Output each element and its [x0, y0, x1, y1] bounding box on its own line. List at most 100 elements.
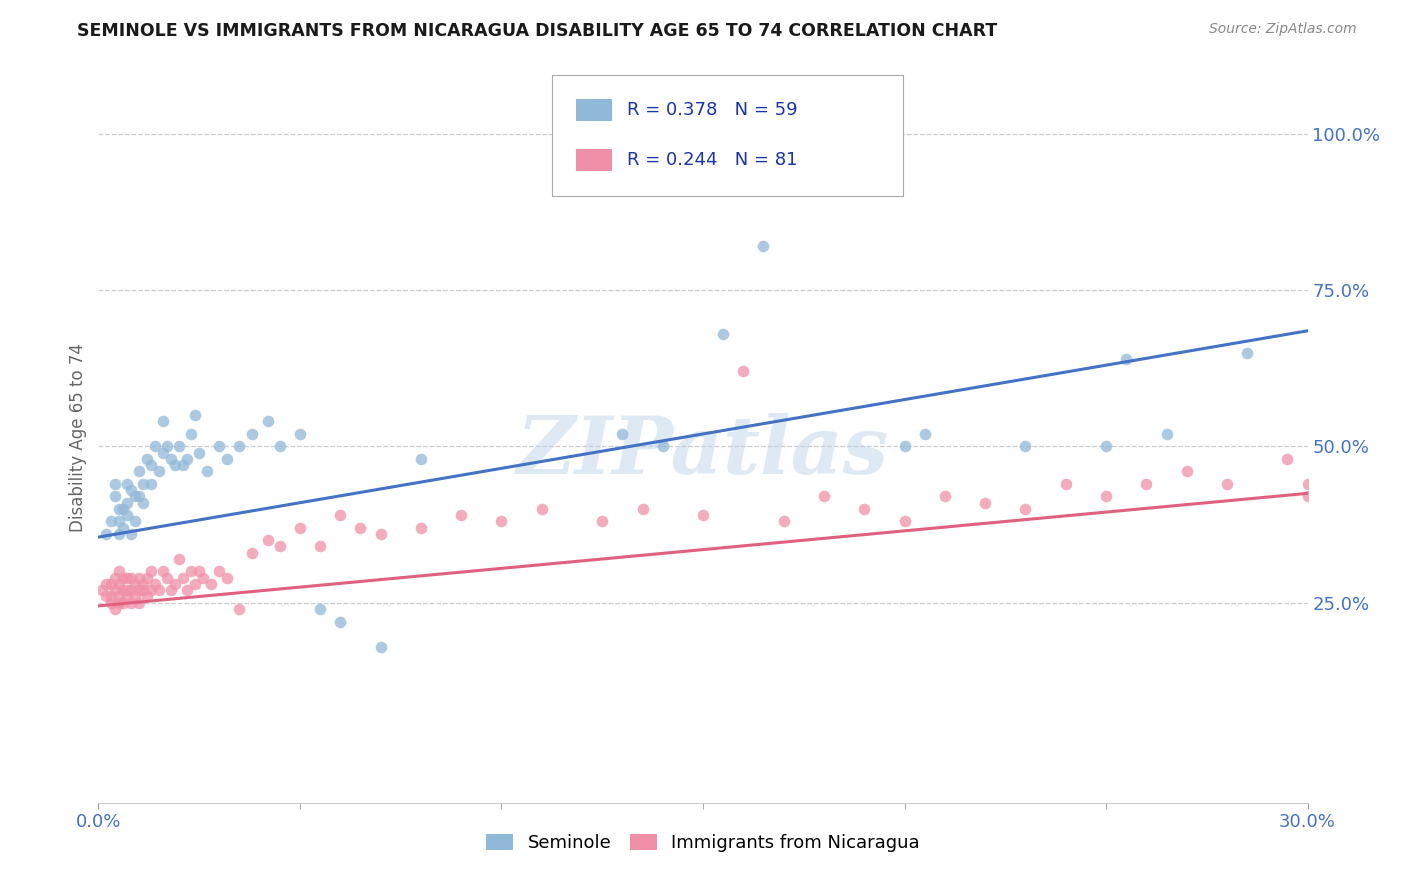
- Point: [107, 590, 129, 604]
- Point: [450, 508, 472, 523]
- Point: [1216, 477, 1239, 491]
- Point: [370, 527, 392, 541]
- Point: [329, 615, 352, 629]
- Point: [128, 571, 150, 585]
- Point: [288, 426, 311, 441]
- Point: [370, 640, 392, 654]
- Point: [120, 483, 142, 498]
- Point: [893, 440, 915, 454]
- Point: [139, 477, 162, 491]
- Point: [132, 583, 155, 598]
- Point: [914, 426, 936, 441]
- Point: [309, 602, 332, 616]
- Point: [530, 502, 553, 516]
- Point: [752, 239, 775, 253]
- Point: [309, 540, 332, 554]
- Text: Source: ZipAtlas.com: Source: ZipAtlas.com: [1209, 22, 1357, 37]
- Point: [733, 364, 755, 378]
- Point: [128, 583, 150, 598]
- Point: [711, 326, 734, 341]
- Point: [152, 414, 174, 428]
- Text: R = 0.378   N = 59: R = 0.378 N = 59: [627, 102, 797, 120]
- Point: [156, 571, 179, 585]
- Point: [612, 426, 634, 441]
- Point: [240, 546, 263, 560]
- Point: [115, 477, 138, 491]
- Point: [1135, 477, 1157, 491]
- Point: [163, 458, 186, 473]
- Point: [115, 496, 138, 510]
- Point: [167, 440, 190, 454]
- Point: [143, 577, 166, 591]
- Point: [853, 502, 876, 516]
- Point: [651, 440, 673, 454]
- Point: [132, 577, 155, 591]
- Point: [631, 502, 654, 516]
- Point: [208, 440, 231, 454]
- Point: [107, 596, 129, 610]
- Point: [813, 490, 835, 504]
- Point: [184, 408, 207, 422]
- Point: [132, 477, 155, 491]
- Point: [91, 583, 114, 598]
- Point: [100, 515, 122, 529]
- Point: [111, 583, 134, 598]
- Point: [1014, 440, 1036, 454]
- Point: [491, 515, 513, 529]
- Point: [152, 565, 174, 579]
- Point: [1296, 477, 1319, 491]
- Point: [1054, 477, 1077, 491]
- Text: R = 0.244   N = 81: R = 0.244 N = 81: [627, 152, 797, 169]
- Point: [139, 583, 162, 598]
- Point: [148, 465, 170, 479]
- Point: [176, 583, 198, 598]
- Point: [240, 426, 263, 441]
- Point: [128, 596, 150, 610]
- Point: [135, 590, 157, 604]
- Point: [103, 571, 125, 585]
- Point: [893, 515, 915, 529]
- Legend: Seminole, Immigrants from Nicaragua: Seminole, Immigrants from Nicaragua: [479, 827, 927, 860]
- Point: [208, 565, 231, 579]
- Point: [107, 565, 129, 579]
- Point: [100, 577, 122, 591]
- Point: [103, 490, 125, 504]
- Point: [160, 583, 183, 598]
- Point: [180, 426, 202, 441]
- Point: [1095, 490, 1118, 504]
- Point: [115, 571, 138, 585]
- Point: [349, 521, 371, 535]
- Point: [409, 521, 432, 535]
- Point: [103, 602, 125, 616]
- Text: SEMINOLE VS IMMIGRANTS FROM NICARAGUA DISABILITY AGE 65 TO 74 CORRELATION CHART: SEMINOLE VS IMMIGRANTS FROM NICARAGUA DI…: [77, 22, 998, 40]
- Point: [1095, 440, 1118, 454]
- Point: [115, 583, 138, 598]
- Point: [132, 496, 155, 510]
- Point: [1236, 345, 1258, 359]
- FancyBboxPatch shape: [551, 75, 903, 195]
- Point: [111, 521, 134, 535]
- Point: [96, 527, 118, 541]
- Point: [1156, 426, 1178, 441]
- Point: [100, 590, 122, 604]
- Point: [111, 596, 134, 610]
- Point: [115, 590, 138, 604]
- Point: [128, 490, 150, 504]
- Point: [120, 571, 142, 585]
- Point: [200, 577, 222, 591]
- Point: [96, 590, 118, 604]
- Point: [135, 452, 157, 467]
- Point: [772, 515, 794, 529]
- Point: [974, 496, 997, 510]
- Point: [591, 515, 613, 529]
- Point: [124, 590, 146, 604]
- Point: [120, 596, 142, 610]
- Bar: [576, 99, 613, 121]
- Point: [172, 458, 194, 473]
- Point: [120, 527, 142, 541]
- Point: [269, 440, 291, 454]
- Point: [135, 571, 157, 585]
- Point: [228, 602, 250, 616]
- Point: [152, 446, 174, 460]
- Point: [103, 583, 125, 598]
